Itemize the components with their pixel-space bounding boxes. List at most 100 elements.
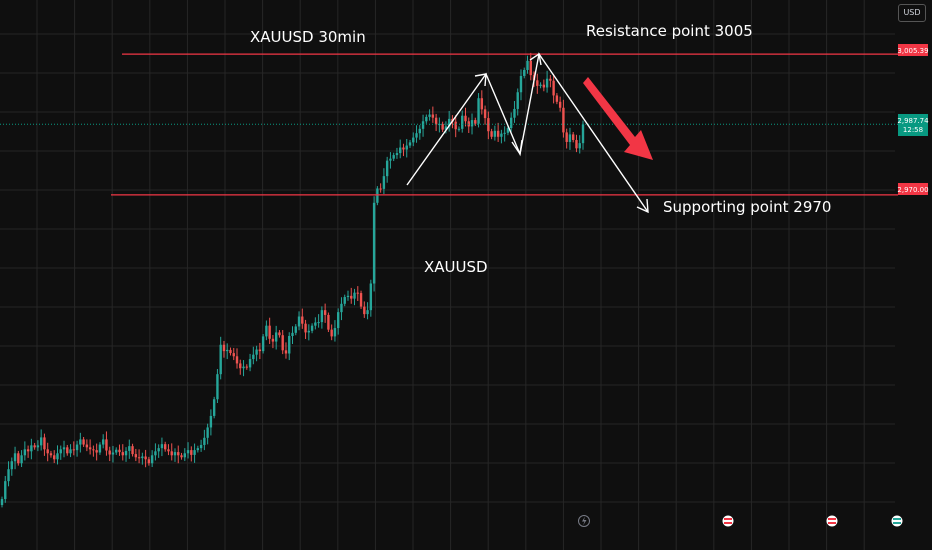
candle-body <box>232 353 235 357</box>
candle <box>226 343 229 360</box>
lightning-event-icon[interactable] <box>578 515 590 527</box>
candle <box>229 347 232 356</box>
candle <box>92 445 95 457</box>
candle-body <box>402 147 405 150</box>
candle <box>513 101 516 123</box>
candle <box>297 311 301 331</box>
candle <box>265 320 268 341</box>
candle <box>418 125 421 140</box>
candle-body <box>134 454 138 458</box>
candle-body <box>444 126 448 130</box>
resistance-label: Resistance point 3005 <box>586 22 753 40</box>
candle <box>428 109 431 121</box>
candle-body <box>167 449 170 452</box>
candle-body <box>235 356 239 364</box>
candle <box>399 139 402 159</box>
candle-body <box>183 453 186 458</box>
candle-body <box>487 118 490 132</box>
candle-body <box>441 124 444 130</box>
candle <box>203 429 206 451</box>
candle-body <box>212 399 216 416</box>
candle-body <box>372 202 376 284</box>
candle <box>526 55 529 74</box>
candle <box>10 457 13 476</box>
flag-event-icon-3[interactable] <box>891 515 903 527</box>
candle <box>232 347 235 361</box>
candle <box>549 74 552 88</box>
candle-body <box>115 449 118 453</box>
candle <box>519 69 523 101</box>
candle <box>216 369 219 404</box>
flag-event-icon[interactable] <box>722 515 734 527</box>
candle-body <box>190 450 193 455</box>
candle <box>39 429 43 451</box>
candle <box>333 320 337 342</box>
candle <box>4 475 7 503</box>
candle-body <box>147 459 151 464</box>
candle <box>284 342 288 359</box>
candle-body <box>0 499 4 505</box>
candle-body <box>229 349 232 354</box>
candle <box>529 52 532 81</box>
candle-body <box>470 120 474 127</box>
candle-body <box>242 366 245 369</box>
candle-body <box>180 455 183 458</box>
candle-body <box>10 461 13 470</box>
candle-body <box>320 310 324 323</box>
candle <box>320 306 324 329</box>
countdown-text: 12:58 <box>903 126 923 134</box>
symbol-label: XAUUSD <box>424 258 488 276</box>
candle-body <box>431 114 435 118</box>
candle-body <box>562 107 565 133</box>
candle <box>46 442 49 462</box>
candles <box>0 52 585 508</box>
candle-body <box>105 439 108 451</box>
candle-body <box>88 447 92 450</box>
candle <box>568 127 572 150</box>
candle <box>118 444 121 456</box>
currency-label[interactable]: USD <box>898 4 926 22</box>
candle-body <box>542 84 546 88</box>
candle <box>496 122 500 142</box>
candle <box>242 360 245 377</box>
candle <box>170 443 173 461</box>
candle <box>69 444 72 458</box>
candle-body <box>447 118 451 127</box>
candle <box>219 336 222 380</box>
candle <box>558 96 562 112</box>
candle-body <box>170 451 173 456</box>
candle <box>353 288 356 306</box>
candle-body <box>131 446 134 455</box>
arrowhead-trough <box>511 139 523 156</box>
candle <box>209 409 213 436</box>
candle <box>43 433 46 456</box>
candle-body <box>454 121 457 130</box>
candle <box>199 439 203 452</box>
candle <box>98 442 102 455</box>
candle-body <box>359 293 363 307</box>
candle-body <box>209 415 213 428</box>
candle-body <box>85 444 89 448</box>
candle <box>405 138 408 158</box>
candle-body <box>434 117 438 125</box>
flag-event-icon-2[interactable] <box>826 515 838 527</box>
candle <box>248 353 252 372</box>
candle-body <box>108 450 111 455</box>
candle-body <box>333 328 337 337</box>
candle <box>359 290 363 309</box>
candle-body <box>330 329 333 337</box>
candle-body <box>144 456 147 460</box>
candle-body <box>203 437 206 445</box>
candle <box>578 135 581 154</box>
candle <box>154 443 157 461</box>
candle <box>101 434 105 449</box>
chart-title: XAUUSD 30min <box>250 28 366 46</box>
candle <box>53 450 56 464</box>
candle-body <box>480 98 484 110</box>
zigzag-pattern-drawing <box>406 52 649 214</box>
candle <box>477 93 480 128</box>
current-price-text: 2,987.74 <box>897 117 929 125</box>
candle-body <box>552 80 555 96</box>
candle-body <box>297 316 301 327</box>
candle <box>173 448 177 462</box>
